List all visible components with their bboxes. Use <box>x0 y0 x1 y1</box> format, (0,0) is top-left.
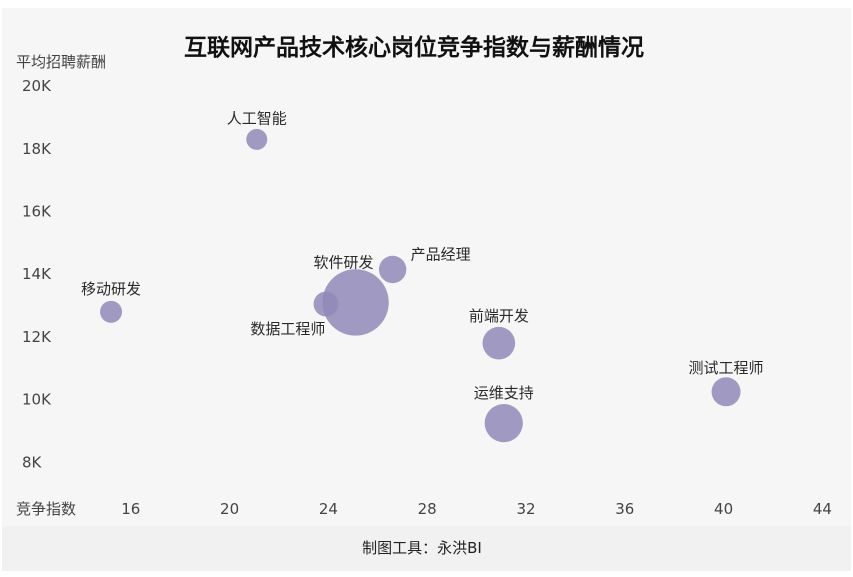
x-tick-label: 16 <box>121 500 140 518</box>
y-tick-label: 10K <box>22 391 52 409</box>
bubble[interactable] <box>378 255 407 284</box>
point-label: 运维支持 <box>474 384 534 402</box>
bubble[interactable] <box>313 291 339 317</box>
x-tick-label: 36 <box>615 500 634 518</box>
point-label: 前端开发 <box>469 307 529 325</box>
point-label: 产品经理 <box>411 245 471 263</box>
y-tick-label: 14K <box>22 265 52 283</box>
x-tick-label: 32 <box>516 500 535 518</box>
point-label: 测试工程师 <box>689 359 764 377</box>
bubble[interactable] <box>100 300 123 323</box>
footer-text: 制图工具：永洪BI <box>362 539 482 557</box>
y-tick-label: 18K <box>22 140 52 158</box>
bubble-series <box>100 128 741 443</box>
y-tick-label: 16K <box>22 203 52 221</box>
x-tick-label: 40 <box>714 500 733 518</box>
chart-panel <box>2 8 851 526</box>
bubble[interactable] <box>246 128 268 150</box>
x-axis-ticks: 16 20 24 28 32 36 40 44 <box>121 500 832 518</box>
bubble[interactable] <box>322 269 389 336</box>
x-tick-label: 44 <box>813 500 832 518</box>
bubble[interactable] <box>484 404 523 443</box>
x-tick-label: 24 <box>319 500 338 518</box>
x-tick-label: 28 <box>418 500 437 518</box>
x-axis-label: 竞争指数 <box>16 500 76 518</box>
point-label: 数据工程师 <box>250 320 325 338</box>
point-label: 软件研发 <box>314 253 374 271</box>
y-axis-label: 平均招聘薪酬 <box>16 53 106 71</box>
bubble[interactable] <box>482 326 516 360</box>
point-label: 人工智能 <box>227 109 287 127</box>
y-tick-label: 20K <box>22 77 52 95</box>
point-label: 移动研发 <box>81 280 141 298</box>
footer-band <box>2 526 851 571</box>
y-tick-label: 8K <box>22 453 43 471</box>
bubble[interactable] <box>711 377 741 407</box>
chart-title: 互联网产品技术核心岗位竞争指数与薪酬情况 <box>184 34 644 61</box>
y-axis-ticks: 8K 10K 12K 14K 16K 18K 20K <box>22 77 52 471</box>
x-tick-label: 20 <box>220 500 239 518</box>
y-tick-label: 12K <box>22 328 52 346</box>
